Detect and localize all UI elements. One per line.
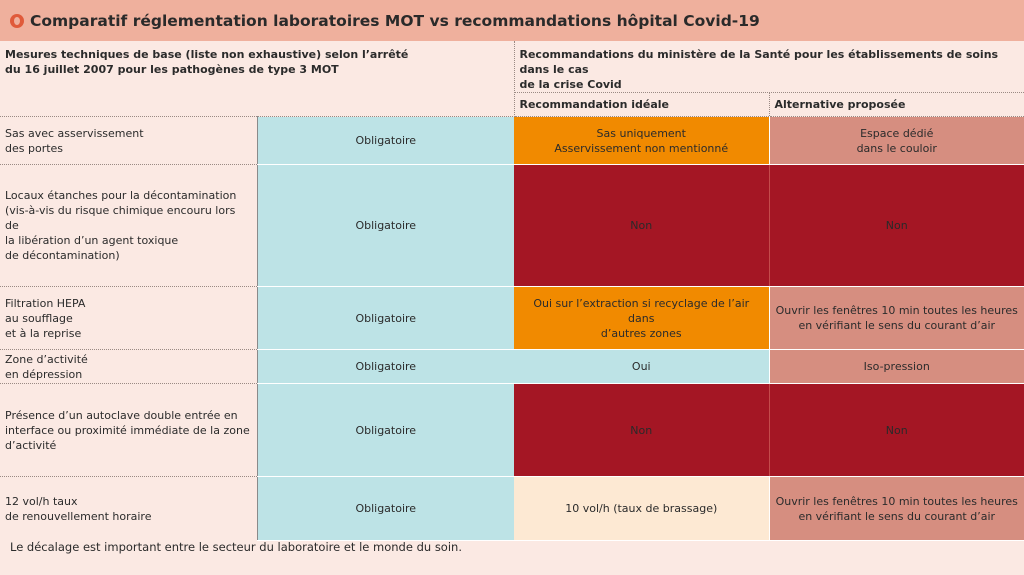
mot-cell: Obligatoire — [256, 476, 514, 541]
ideal-cell: Oui sur l’extraction si recyclage de l’a… — [514, 286, 769, 350]
alternative-cell: Ouvrir les fenêtres 10 min toutes les he… — [768, 476, 1024, 541]
table-row: Locaux étanches pour la décontamination … — [0, 164, 1024, 287]
row-label: 12 vol/h taux de renouvellement horaire — [0, 476, 257, 541]
subheader-alternative: Alternative proposée — [769, 92, 1024, 117]
alternative-cell: Espace dédié dans le couloir — [768, 116, 1024, 165]
c-circle-logo-icon — [10, 13, 24, 28]
subheader-row: Recommandation idéale Alternative propos… — [0, 92, 1024, 117]
page-title: Comparatif réglementation laboratoires M… — [30, 11, 760, 30]
ideal-cell: Non — [514, 383, 769, 477]
alternative-cell: Ouvrir les fenêtres 10 min toutes les he… — [768, 286, 1024, 350]
row-label: Locaux étanches pour la décontamination … — [0, 164, 257, 287]
table-row: 12 vol/h taux de renouvellement horaire … — [0, 476, 1024, 541]
mot-cell: Obligatoire — [256, 349, 514, 384]
comparison-table: Mesures techniques de base (liste non ex… — [0, 41, 1024, 541]
ideal-cell: Non — [514, 164, 769, 287]
row-label: Présence d’un autoclave double entrée en… — [0, 383, 257, 477]
title-bar: Comparatif réglementation laboratoires M… — [0, 0, 1024, 41]
alternative-cell: Iso-pression — [768, 349, 1024, 384]
ideal-cell: Sas uniquement Asservissement non mentio… — [514, 116, 769, 165]
subheader-ideal: Recommandation idéale — [514, 92, 770, 117]
ideal-cell: 10 vol/h (taux de brassage) — [514, 476, 769, 541]
mot-cell: Obligatoire — [256, 286, 514, 350]
table-row: Présence d’un autoclave double entrée en… — [0, 383, 1024, 477]
header-row: Mesures techniques de base (liste non ex… — [0, 41, 1024, 117]
row-label: Filtration HEPA au soufflage et à la rep… — [0, 286, 257, 350]
row-label: Sas avec asservissement des portes — [0, 116, 257, 165]
ideal-cell: Oui — [514, 349, 769, 384]
mot-cell: Obligatoire — [256, 383, 514, 477]
table-row: Sas avec asservissement des portes Oblig… — [0, 116, 1024, 165]
mot-cell: Obligatoire — [256, 116, 514, 165]
table-row: Zone d’activité en dépression Obligatoir… — [0, 349, 1024, 384]
alternative-cell: Non — [768, 164, 1024, 287]
alternative-cell: Non — [768, 383, 1024, 477]
mot-cell: Obligatoire — [256, 164, 514, 287]
header-right: Recommandations du ministère de la Santé… — [514, 41, 1024, 93]
table-row: Filtration HEPA au soufflage et à la rep… — [0, 286, 1024, 350]
footer-note: Le décalage est important entre le secte… — [10, 540, 462, 554]
header-left: Mesures techniques de base (liste non ex… — [0, 41, 515, 117]
row-label: Zone d’activité en dépression — [0, 349, 257, 384]
